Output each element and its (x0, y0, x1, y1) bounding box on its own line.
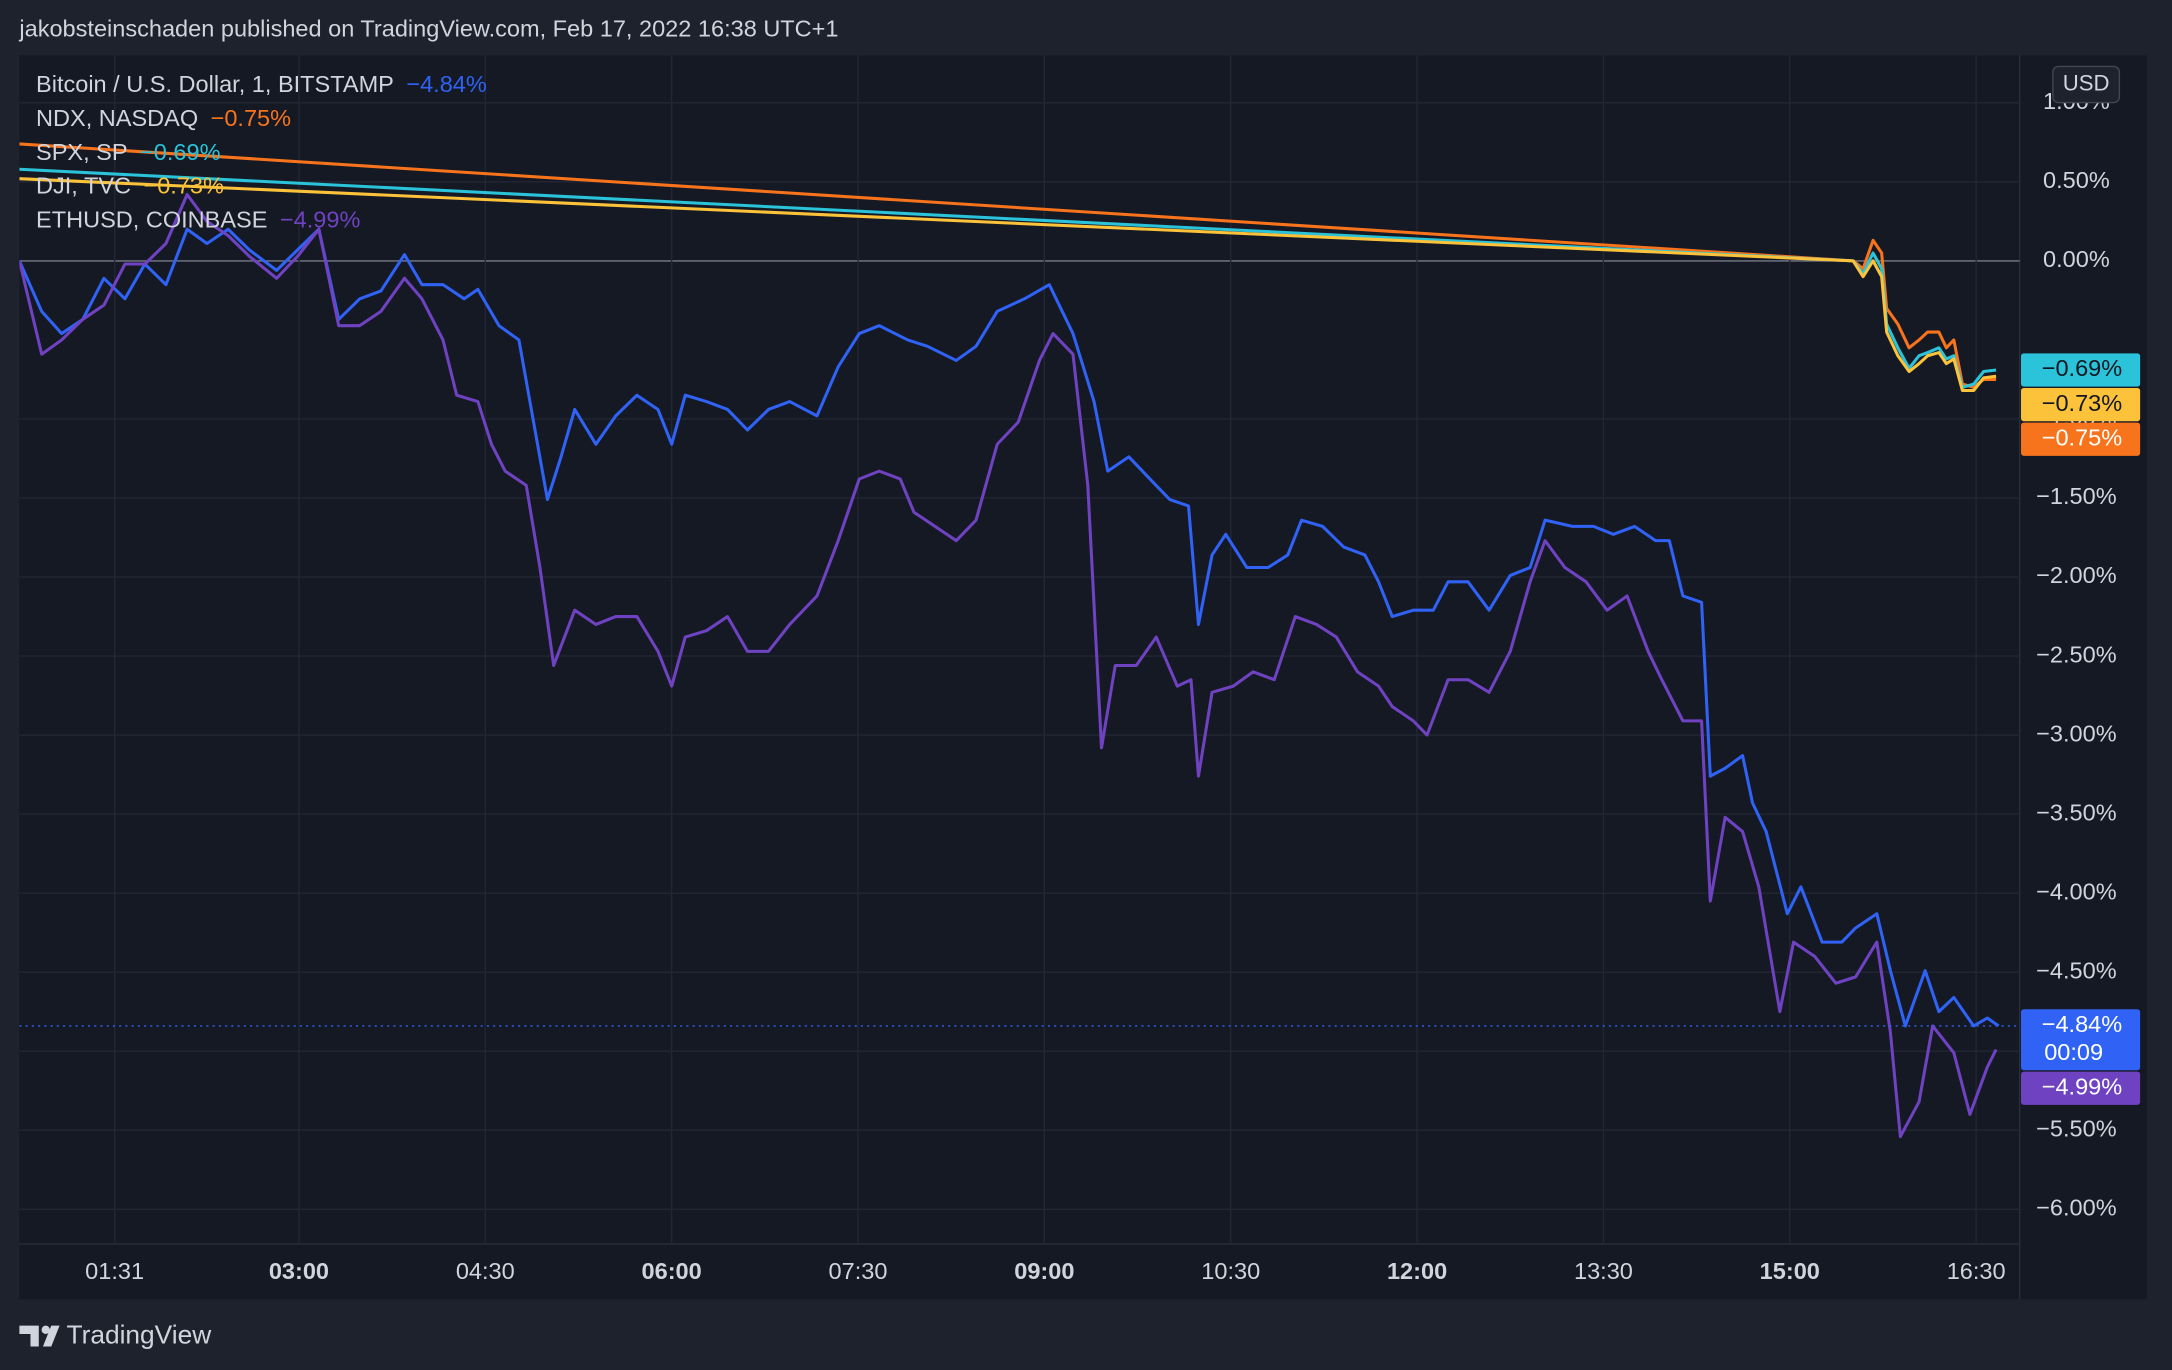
grid (19, 55, 2020, 1244)
x-tick-label: 09:00 (1014, 1258, 1074, 1284)
lines (19, 142, 2020, 1139)
legend-value: −0.69% (140, 139, 221, 165)
badges: −0.69% −0.73% −0.75% −4.84%00:09 −4.99% (2021, 353, 2141, 1105)
x-tick-label: 10:30 (1201, 1258, 1260, 1284)
y-tick-label: −2.00% (2036, 562, 2117, 588)
price-badge (2021, 422, 2141, 456)
legend-entry: ETHUSD, COINBASE −4.99% (36, 207, 360, 233)
price-badge (2021, 387, 2141, 422)
price-badge (2021, 1009, 2141, 1071)
legend-entry: Bitcoin / U.S. Dollar, 1, BITSTAMP −4.84% (36, 71, 487, 97)
x-tick-label: 01:31 (85, 1258, 144, 1284)
x-tick-label: 12:00 (1387, 1258, 1447, 1284)
y-tick-label: −5.50% (2036, 1115, 2117, 1141)
brand-logo (19, 1325, 60, 1347)
legend: Bitcoin / U.S. Dollar, 1, BITSTAMP −4.84%… (36, 71, 487, 233)
legend-value: −4.84% (406, 71, 487, 97)
price-badge (2021, 353, 2141, 387)
x-tick-label: 15:00 (1760, 1258, 1820, 1284)
x-tick-label: 03:00 (269, 1258, 329, 1284)
series-line (19, 192, 1998, 1139)
legend-entry: NDX, NASDAQ −0.75% (36, 105, 291, 131)
price-badge (2021, 1071, 2141, 1105)
plot-area (19, 55, 2148, 1300)
x-tick-label: 16:30 (1947, 1258, 2006, 1284)
legend-value: −0.75% (211, 105, 292, 131)
legend-name: Bitcoin / U.S. Dollar, 1, BITSTAMP (36, 71, 394, 97)
x-tick-label: 13:30 (1574, 1258, 1633, 1284)
price-badge-label: −4.84% (2042, 1011, 2123, 1037)
y-tick-label: 0.50% (2043, 167, 2110, 193)
legend-value: −0.73% (143, 173, 224, 199)
y-tick-label: −6.00% (2036, 1194, 2117, 1220)
y-tick-label: 0.00% (2043, 246, 2110, 272)
y-tick-label: −4.00% (2036, 878, 2117, 904)
currency: USD (2063, 70, 2110, 95)
legend-name: NDX, NASDAQ (36, 105, 198, 131)
series-line (19, 177, 1997, 393)
y-tick-label: −2.50% (2036, 641, 2117, 667)
legend-value: −4.99% (280, 207, 361, 233)
x-tick-label: 06:00 (642, 1258, 702, 1284)
legend-name: DJI, TVC (36, 173, 131, 199)
price-badge-label: −4.99% (2042, 1073, 2123, 1099)
legend-entry: DJI, TVC −0.73% (36, 173, 224, 199)
y-tick-label: −3.00% (2036, 720, 2117, 746)
price-badge-label: −0.73% (2042, 390, 2123, 416)
y-tick-label: −1.50% (2036, 483, 2117, 509)
series-line (19, 227, 2000, 1028)
y-tick-label: −3.50% (2036, 799, 2117, 825)
brand: TradingView (66, 1320, 212, 1350)
countdown: 00:09 (2044, 1039, 2103, 1065)
y-tick-label: −4.50% (2036, 957, 2117, 983)
series-line (19, 167, 1997, 389)
price-badge-label: −0.69% (2042, 355, 2123, 381)
legend-name: ETHUSD, COINBASE (36, 207, 267, 233)
legend-entry: SPX, SP −0.69% (36, 139, 221, 165)
currency-box (2052, 65, 2121, 104)
header: jakobsteinschaden published on TradingVi… (18, 16, 838, 42)
legend-name: SPX, SP (36, 139, 128, 165)
price-badge-label: −0.75% (2042, 424, 2123, 450)
x-tick-label: 04:30 (456, 1258, 515, 1284)
x-tick-label: 07:30 (829, 1258, 888, 1284)
